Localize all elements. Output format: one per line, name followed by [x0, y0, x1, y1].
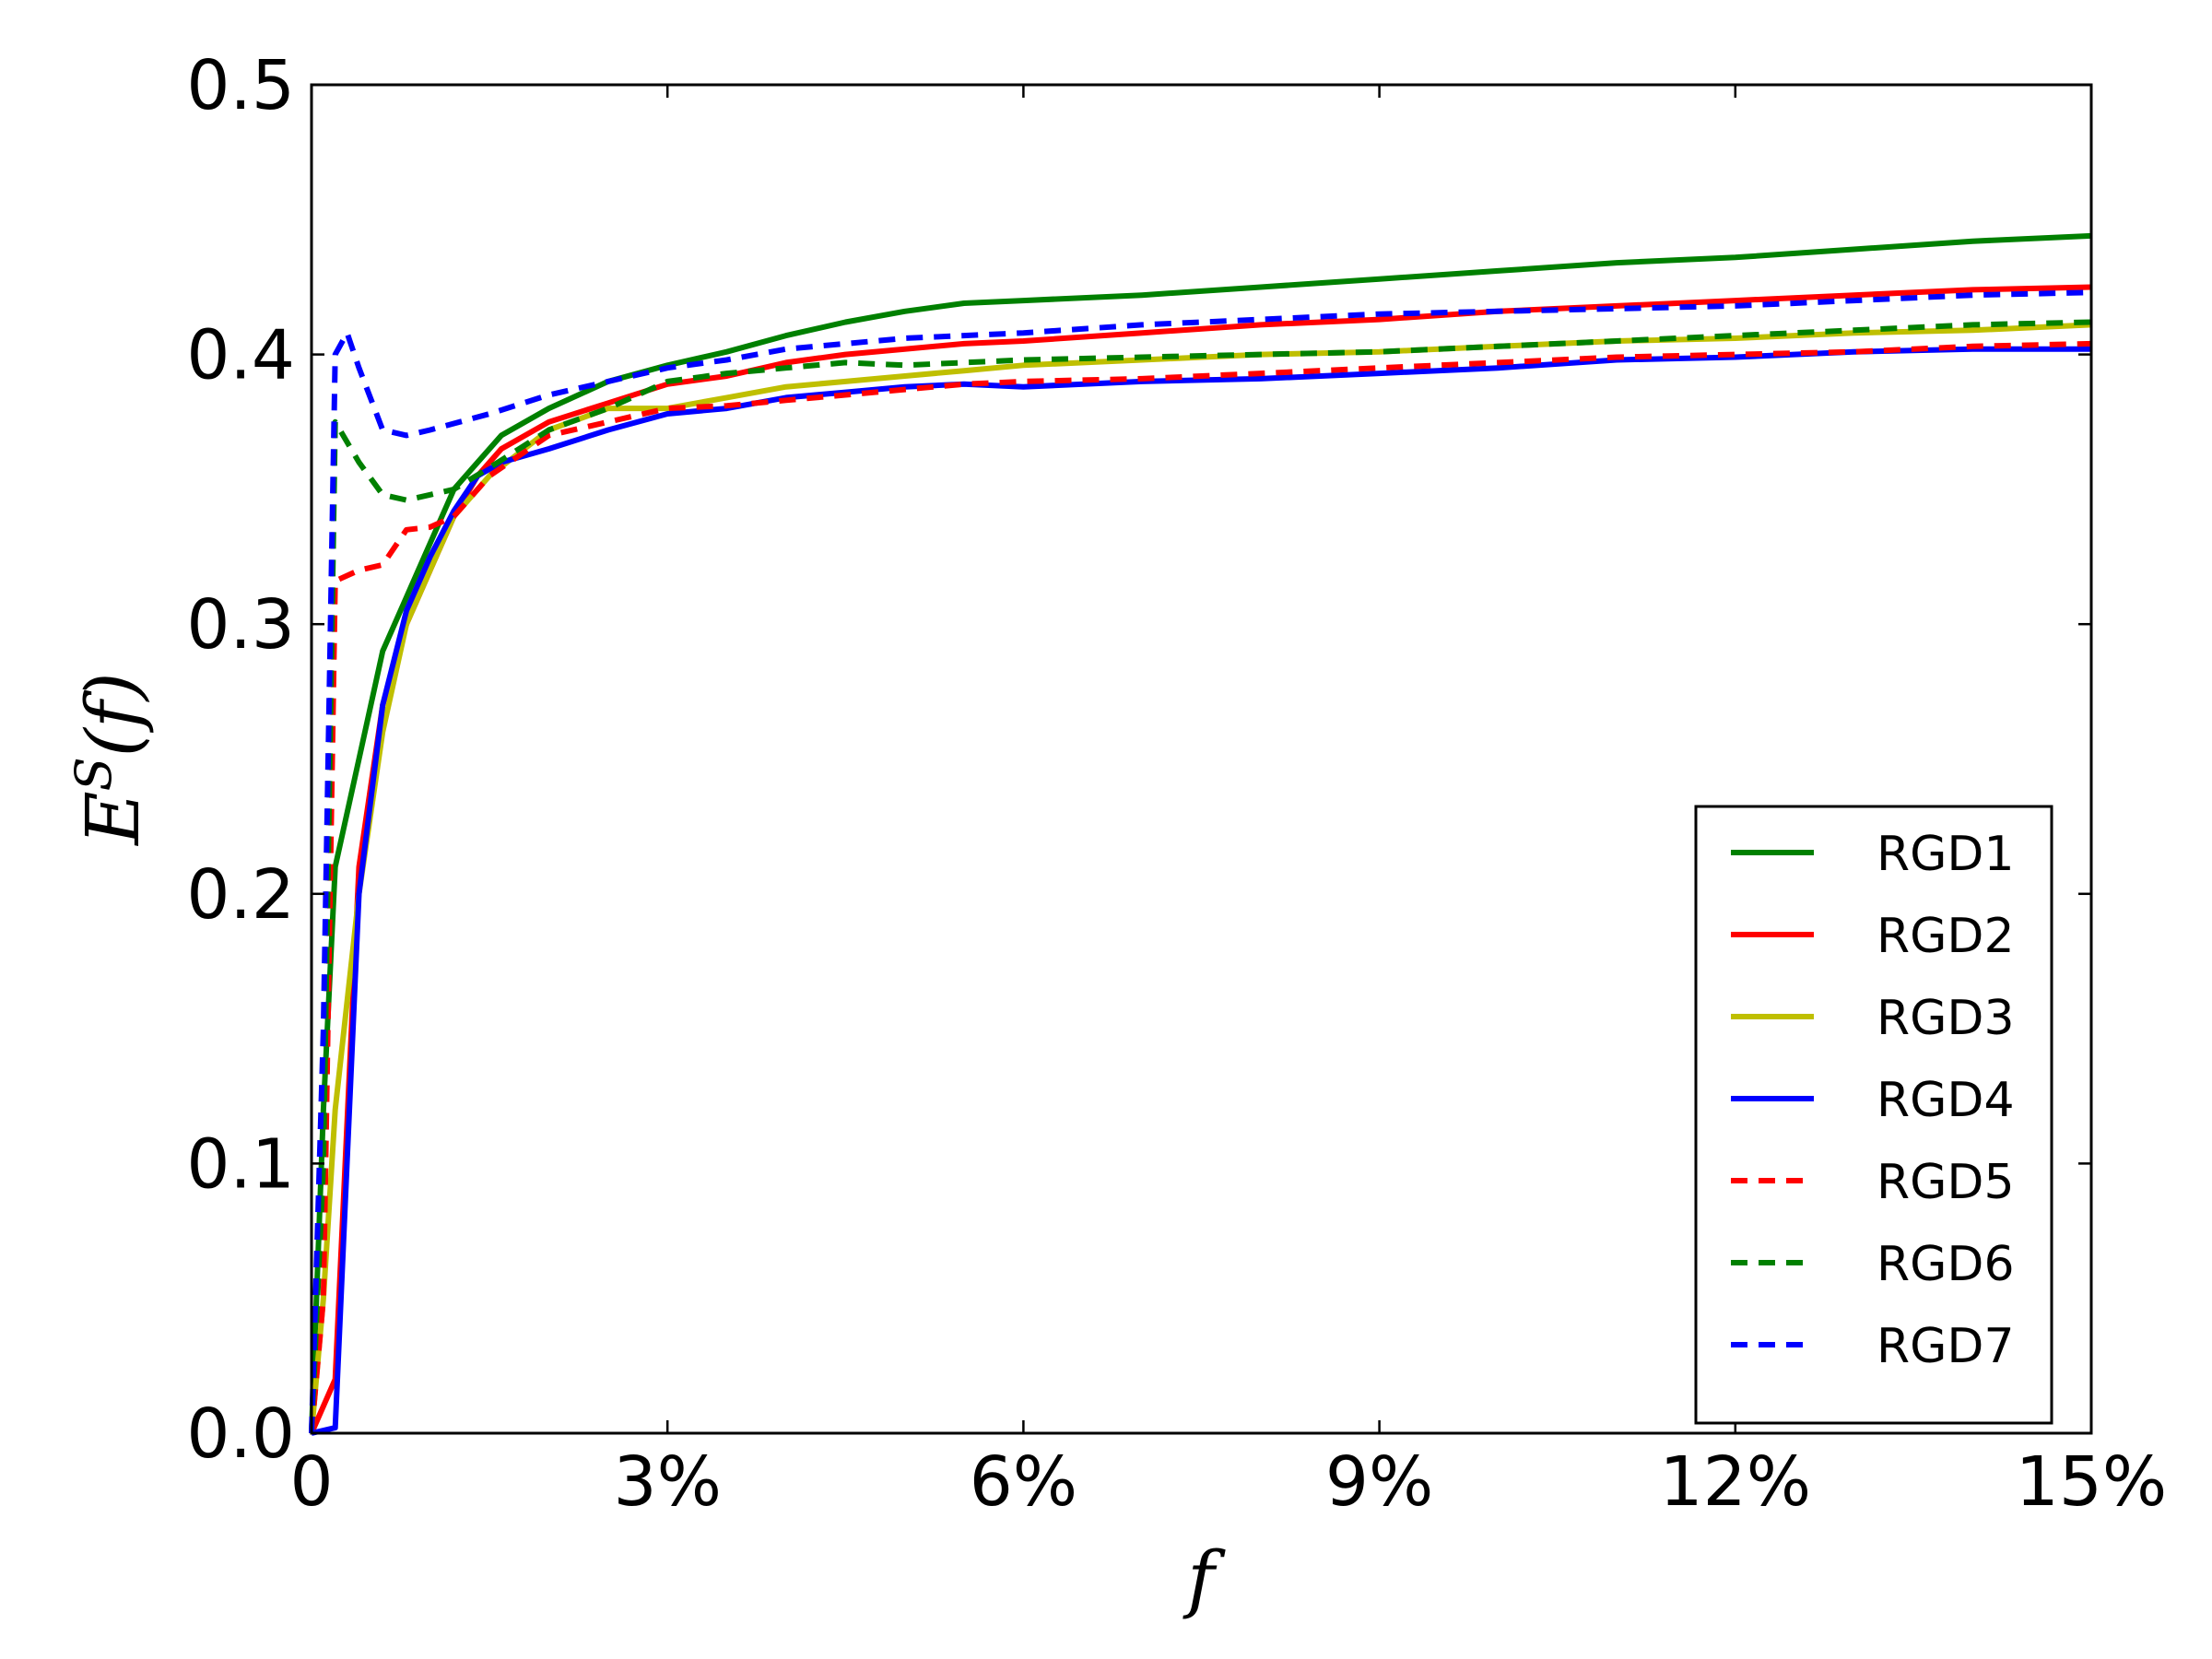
x-tick-label: 15%	[2016, 1442, 2167, 1522]
y-tick-label: 0.2	[186, 855, 295, 935]
y-axis-title-argument: (f)	[70, 672, 156, 757]
plot-frame	[310, 83, 2093, 1435]
y-tick-label: 0.1	[186, 1124, 295, 1204]
series-line-rgd1	[309, 232, 2092, 1434]
legend-label-rgd2: RGD2	[1877, 909, 2015, 964]
legend-label-rgd5: RGD5	[1877, 1155, 2015, 1210]
legend: RGD1 RGD2 RGD3 RGD4 RGD5 RGD6 RGD7	[1694, 805, 2053, 1425]
y-axis-title-superscript: S	[65, 757, 123, 791]
x-tick-label: 9%	[1325, 1442, 1433, 1522]
series-line-rgd5	[309, 340, 2092, 1434]
legend-label-rgd4: RGD4	[1877, 1073, 2015, 1128]
legend-label-rgd3: RGD3	[1877, 991, 2015, 1046]
x-tick-label: 12%	[1660, 1442, 1811, 1522]
legend-box	[1694, 805, 2053, 1425]
series-line-rgd7	[309, 289, 2092, 1434]
series-layer	[309, 232, 2092, 1436]
y-tick-label: 0.4	[186, 316, 295, 395]
x-tick-label: 3%	[613, 1442, 721, 1522]
tick-layer: 0 3% 6% 9% 12% 15% 0.0 0.1 0.2 0.3 0.4 0.5	[186, 46, 2167, 1522]
y-tick-label: 0.0	[186, 1394, 295, 1474]
y-axis-title: ES(f)	[65, 672, 156, 846]
legend-label-rgd7: RGD7	[1877, 1319, 2015, 1374]
x-tick-label: 0	[289, 1442, 333, 1522]
legend-label-rgd1: RGD1	[1877, 827, 2015, 882]
y-tick-label: 0.5	[186, 46, 295, 125]
y-tick-label: 0.3	[186, 585, 295, 665]
series-line-rgd6	[309, 319, 2092, 1434]
legend-label-rgd6: RGD6	[1877, 1237, 2015, 1292]
x-tick-label: 6%	[970, 1442, 1077, 1522]
